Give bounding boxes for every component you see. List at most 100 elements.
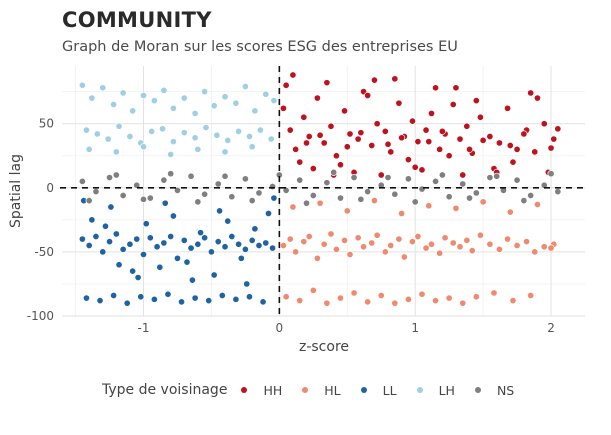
point-hh <box>357 129 365 137</box>
point-hh <box>404 156 412 164</box>
point-ll <box>134 273 142 282</box>
point-hh <box>368 141 376 150</box>
point-ll <box>255 241 263 250</box>
point-hl <box>381 248 389 256</box>
point-hh <box>540 120 548 128</box>
point-ll <box>137 293 145 301</box>
point-hl <box>468 247 476 255</box>
point-lh <box>191 109 199 117</box>
x-tick-label: 0 <box>276 321 284 335</box>
point-ns <box>309 191 317 200</box>
point-hh <box>520 130 528 138</box>
point-ll <box>153 243 161 251</box>
point-ns <box>160 176 168 184</box>
point-ns <box>513 176 521 184</box>
point-hl <box>316 199 324 207</box>
point-ns <box>330 168 338 176</box>
point-hl <box>377 291 385 300</box>
point-hh <box>296 158 304 166</box>
point-ns <box>105 173 114 182</box>
point-ll <box>194 240 202 248</box>
point-hl <box>296 297 304 305</box>
x-axis-title: z-score <box>299 339 349 355</box>
point-ll <box>197 229 205 237</box>
point-lh <box>224 136 232 144</box>
point-lh <box>202 123 210 132</box>
point-ll <box>183 258 191 266</box>
point-ns <box>248 197 256 205</box>
point-hh <box>479 136 487 144</box>
point-ll <box>85 241 93 250</box>
point-lh <box>112 148 120 156</box>
point-hh <box>449 100 457 109</box>
point-hl <box>540 243 548 251</box>
point-lh <box>221 93 229 101</box>
point-hl <box>289 203 297 211</box>
point-hh <box>531 148 539 156</box>
point-ns <box>228 193 236 201</box>
point-ll <box>205 297 213 305</box>
point-ll <box>237 254 245 262</box>
point-ll <box>264 209 273 217</box>
point-ll <box>245 293 254 301</box>
point-hh <box>459 171 467 179</box>
point-ns <box>527 191 535 200</box>
point-hl <box>432 297 440 305</box>
legend-dot-hl <box>302 387 309 393</box>
point-ll <box>142 220 150 228</box>
point-ns <box>201 190 209 198</box>
point-ns <box>255 189 263 197</box>
point-hh <box>408 117 417 125</box>
point-hl <box>418 290 426 298</box>
point-ll <box>187 244 195 252</box>
point-ns <box>432 177 440 185</box>
point-hh <box>472 97 480 105</box>
point-hh <box>513 145 521 153</box>
legend-title: Type de voisinage <box>102 382 228 398</box>
point-hh <box>463 122 471 130</box>
x-tick-label: -1 <box>138 321 150 335</box>
point-ll <box>129 267 137 275</box>
point-lh <box>180 129 188 137</box>
point-hh <box>282 81 290 89</box>
legend-item-ns: NS <box>474 383 514 398</box>
point-hl <box>547 244 555 252</box>
point-ll <box>216 207 224 215</box>
point-ns <box>85 197 93 205</box>
point-lh <box>93 130 101 138</box>
point-hl <box>354 234 362 242</box>
point-ns <box>133 181 141 189</box>
point-ll <box>119 245 127 253</box>
point-ll <box>146 234 154 242</box>
point-hh <box>509 158 517 166</box>
point-ll <box>262 239 270 247</box>
point-hh <box>305 132 313 141</box>
point-ns <box>459 180 467 188</box>
point-hl <box>360 243 368 251</box>
point-ns <box>465 194 474 202</box>
point-lh <box>180 94 188 102</box>
point-hh <box>373 120 381 128</box>
point-hh <box>427 109 436 117</box>
point-hl <box>452 204 460 212</box>
point-ll <box>112 230 120 238</box>
legend-label-hl: HL <box>324 382 341 398</box>
point-hh <box>384 140 392 148</box>
point-hh <box>432 84 440 92</box>
point-lh <box>262 90 270 98</box>
point-lh <box>85 145 93 153</box>
point-lh <box>110 100 118 109</box>
point-ns <box>364 188 372 196</box>
point-ll <box>110 291 118 300</box>
point-ns <box>282 186 290 194</box>
plot-panel <box>62 66 585 316</box>
point-lh <box>169 138 177 146</box>
point-ns <box>221 172 229 180</box>
point-hh <box>320 139 328 147</box>
point-hh <box>309 165 317 173</box>
point-hl <box>408 238 417 246</box>
point-ns <box>336 194 345 202</box>
point-ns <box>187 172 195 180</box>
point-ns <box>119 191 127 200</box>
